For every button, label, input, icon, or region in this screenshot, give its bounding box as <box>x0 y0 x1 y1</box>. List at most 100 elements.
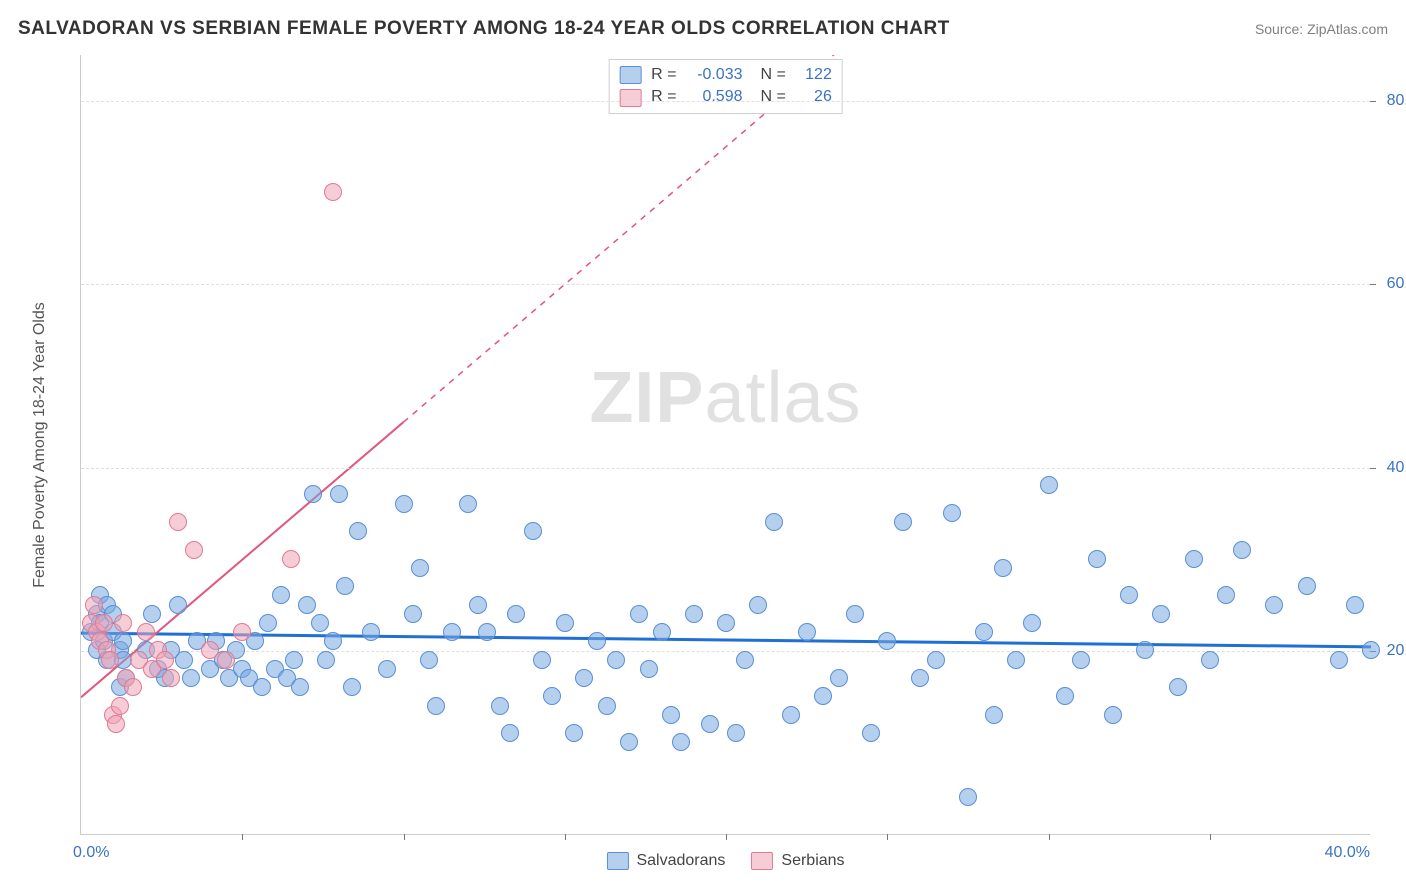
scatter-point <box>469 596 487 614</box>
tick-bottom <box>887 834 888 840</box>
scatter-point <box>259 614 277 632</box>
scatter-point <box>1104 706 1122 724</box>
scatter-point <box>349 522 367 540</box>
scatter-point <box>1233 541 1251 559</box>
gridline-h <box>81 101 1370 102</box>
chart-source: Source: ZipAtlas.com <box>1255 21 1388 37</box>
scatter-point <box>95 614 113 632</box>
scatter-point <box>137 623 155 641</box>
scatter-point <box>1120 586 1138 604</box>
scatter-point <box>943 504 961 522</box>
scatter-point <box>959 788 977 806</box>
r-label: R = <box>651 64 676 86</box>
n-value-salvadorans: 122 <box>796 64 832 86</box>
scatter-point <box>143 605 161 623</box>
scatter-point <box>501 724 519 742</box>
r-label: R = <box>651 86 676 108</box>
scatter-point <box>427 697 445 715</box>
r-value-salvadorans: -0.033 <box>687 64 743 86</box>
r-value-serbians: 0.598 <box>687 86 743 108</box>
scatter-point <box>1346 596 1364 614</box>
ytick-label: 80.0% <box>1387 92 1406 110</box>
legend-row-salvadorans: R = -0.033 N = 122 <box>619 64 832 86</box>
tick-bottom <box>404 834 405 840</box>
scatter-point <box>1185 550 1203 568</box>
scatter-point <box>717 614 735 632</box>
scatter-point <box>336 577 354 595</box>
swatch-pink-icon <box>619 89 641 107</box>
scatter-point <box>798 623 816 641</box>
scatter-point <box>272 586 290 604</box>
scatter-point <box>478 623 496 641</box>
watermark: ZIPatlas <box>589 357 861 439</box>
scatter-point <box>575 669 593 687</box>
scatter-point <box>169 596 187 614</box>
swatch-pink-icon <box>751 852 773 870</box>
scatter-point <box>1169 678 1187 696</box>
scatter-point <box>175 651 193 669</box>
scatter-point <box>182 669 200 687</box>
gridline-h <box>81 651 1370 652</box>
scatter-point <box>765 513 783 531</box>
scatter-point <box>782 706 800 724</box>
scatter-point <box>233 623 251 641</box>
trendlines-svg <box>81 55 1371 835</box>
scatter-point <box>101 651 119 669</box>
scatter-point <box>1072 651 1090 669</box>
scatter-point <box>975 623 993 641</box>
legend-label-salvadorans: Salvadorans <box>636 852 725 870</box>
scatter-point <box>1136 641 1154 659</box>
scatter-point <box>911 669 929 687</box>
scatter-point <box>994 559 1012 577</box>
scatter-point <box>685 605 703 623</box>
scatter-point <box>1330 651 1348 669</box>
scatter-point <box>565 724 583 742</box>
x-origin-label: 0.0% <box>73 844 109 862</box>
scatter-point <box>607 651 625 669</box>
scatter-point <box>85 596 103 614</box>
scatter-point <box>285 651 303 669</box>
tick-bottom <box>1049 834 1050 840</box>
scatter-point <box>1007 651 1025 669</box>
scatter-point <box>395 495 413 513</box>
scatter-point <box>598 697 616 715</box>
scatter-point <box>814 687 832 705</box>
tick-bottom <box>1210 834 1211 840</box>
scatter-point <box>1265 596 1283 614</box>
scatter-point <box>330 485 348 503</box>
scatter-point <box>291 678 309 696</box>
scatter-point <box>736 651 754 669</box>
tick-bottom <box>726 834 727 840</box>
tick-right <box>1370 101 1376 102</box>
scatter-point <box>324 632 342 650</box>
tick-right <box>1370 468 1376 469</box>
scatter-point <box>404 605 422 623</box>
scatter-point <box>894 513 912 531</box>
scatter-point <box>411 559 429 577</box>
swatch-blue-icon <box>619 66 641 84</box>
watermark-bold: ZIP <box>589 358 704 438</box>
scatter-point <box>556 614 574 632</box>
scatter-point <box>1040 476 1058 494</box>
scatter-point <box>1088 550 1106 568</box>
n-label: N = <box>761 64 786 86</box>
scatter-point <box>107 715 125 733</box>
scatter-point <box>282 550 300 568</box>
scatter-point <box>156 651 174 669</box>
gridline-h <box>81 284 1370 285</box>
scatter-point <box>543 687 561 705</box>
series-legend: Salvadorans Serbians <box>606 852 844 870</box>
scatter-point <box>524 522 542 540</box>
n-value-serbians: 26 <box>796 86 832 108</box>
scatter-point <box>727 724 745 742</box>
scatter-point <box>701 715 719 733</box>
correlation-legend: R = -0.033 N = 122 R = 0.598 N = 26 <box>608 59 843 114</box>
source-link[interactable]: ZipAtlas.com <box>1307 21 1388 37</box>
legend-label-serbians: Serbians <box>781 852 844 870</box>
scatter-point <box>443 623 461 641</box>
ytick-label: 40.0% <box>1387 459 1406 477</box>
scatter-point <box>1217 586 1235 604</box>
legend-item-salvadorans: Salvadorans <box>606 852 725 870</box>
scatter-point <box>588 632 606 650</box>
watermark-light: atlas <box>704 358 861 438</box>
